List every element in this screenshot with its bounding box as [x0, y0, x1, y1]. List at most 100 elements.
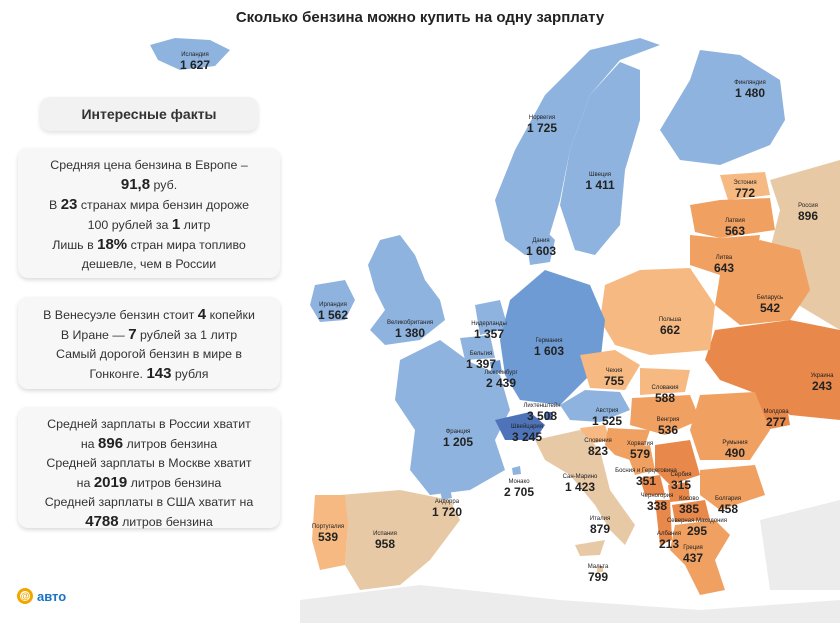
fact-line: на 2019 литров бензина — [76, 474, 222, 491]
country-poland — [600, 268, 715, 355]
country-value: 213 — [658, 537, 680, 551]
country-label-sweden: Швеция 1 411 — [585, 172, 614, 192]
country-bosnia — [625, 445, 655, 475]
country-name: Мальта — [587, 564, 609, 570]
fact-line: Средней зарплаты в США хватит на — [44, 495, 254, 509]
country-value: 1 480 — [734, 86, 766, 100]
country-label-albania: Албания 213 — [657, 531, 681, 551]
country-estonia — [720, 172, 770, 200]
country-name: Словения — [584, 438, 612, 444]
country-ukraine — [705, 320, 840, 420]
fact-line: Гонконге. 143 рубля — [89, 365, 209, 382]
country-label-estonia: Эстония 772 — [733, 180, 756, 200]
country-name: Беларусь — [756, 295, 784, 301]
country-name: Андорра — [434, 499, 460, 505]
country-name: Швейцария — [510, 424, 544, 430]
country-value: 799 — [587, 570, 609, 584]
country-name: Албания — [656, 531, 682, 537]
country-name: Польша — [658, 317, 682, 323]
country-name: Дания — [532, 238, 550, 244]
country-name: Венгрия — [656, 417, 680, 423]
country-label-russia: Россия 896 — [798, 203, 818, 223]
country-label-romania: Румыния 490 — [722, 440, 747, 460]
country-label-italy: Италия 879 — [590, 516, 610, 536]
fact-line: 91,8 руб. — [120, 176, 178, 193]
country-name: Люксембург — [484, 370, 518, 376]
country-value: 2 705 — [503, 485, 535, 499]
fact-line: на 896 литров бензина — [80, 435, 218, 452]
land-turkey — [760, 500, 840, 590]
country-latvia — [690, 198, 775, 238]
country-name: Финляндия — [734, 80, 766, 86]
country-name: Черногория — [640, 493, 674, 499]
country-value: 542 — [759, 301, 781, 315]
country-value: 772 — [734, 186, 756, 200]
country-value: 563 — [724, 224, 746, 238]
country-monaco — [512, 466, 521, 475]
country-belgium — [460, 335, 495, 360]
at-icon: @ — [17, 588, 33, 604]
country-northmacedonia — [672, 500, 710, 522]
country-romania — [690, 392, 770, 460]
fact-card-extremes: В Венесуэле бензин стоит 4 копейки В Ира… — [18, 297, 280, 389]
country-value: 823 — [587, 444, 609, 458]
country-label-serbia: Сербия 315 — [670, 472, 691, 492]
fact-card-salary: Средней зарплаты в России хватит на 896 … — [18, 407, 280, 530]
country-label-latvia: Латвия 563 — [725, 218, 745, 238]
country-value: 588 — [654, 391, 676, 405]
country-name: Босния и Герцеговина — [615, 468, 677, 474]
fact-line: В 23 странах мира бензин дороже — [48, 196, 250, 213]
country-label-czechia: Чехия 755 — [604, 368, 624, 388]
country-denmark — [525, 225, 555, 265]
country-value: 1 357 — [473, 327, 505, 341]
country-value: 3 245 — [511, 430, 543, 444]
country-name: Португалия — [311, 524, 345, 530]
country-name: Эстония — [733, 180, 757, 186]
fact-line: дешевле, чем в России — [81, 257, 217, 271]
country-label-hungary: Венгрия 536 — [657, 417, 680, 437]
country-value: 243 — [811, 379, 833, 393]
country-value: 437 — [682, 551, 704, 565]
country-name: Греция — [683, 545, 703, 551]
country-name: Хорватия — [626, 441, 654, 447]
country-greece — [670, 520, 730, 595]
country-value: 458 — [717, 502, 739, 516]
country-value: 1 423 — [564, 480, 596, 494]
fact-card-prices: Средняя цена бензина в Европе – 91,8 руб… — [18, 148, 280, 278]
country-name: Франция — [445, 429, 471, 435]
country-value: 958 — [374, 537, 396, 551]
fact-line: В Венесуэле бензин стоит 4 копейки — [43, 306, 255, 323]
country-spain — [340, 490, 460, 590]
country-finland — [660, 50, 785, 165]
fact-line: Средняя цена бензина в Европе – — [50, 158, 248, 172]
country-luxembourg — [490, 360, 502, 374]
country-value: 539 — [317, 530, 339, 544]
country-sweden — [560, 62, 640, 255]
country-label-iceland: Исландия 1 627 — [180, 52, 210, 72]
country-name: Исландия — [181, 52, 209, 58]
country-portugal — [312, 495, 348, 570]
country-label-greece: Греция 437 — [683, 545, 703, 565]
country-label-france: Франция 1 205 — [443, 429, 473, 449]
country-albania — [655, 500, 672, 545]
country-value: 1 603 — [525, 244, 557, 258]
country-value: 896 — [797, 209, 819, 223]
country-label-austria: Австрия 1 525 — [592, 408, 622, 428]
country-name: Сан-Марино — [562, 474, 598, 480]
facts-heading: Интересные факты — [40, 97, 258, 131]
country-name: Великобритания — [386, 320, 434, 326]
fact-line: Средней зарплаты в Москве хватит — [46, 456, 252, 470]
fact-line: 100 рублей за 1 литр — [87, 216, 211, 233]
country-czechia — [580, 350, 640, 390]
country-value: 1 562 — [317, 308, 349, 322]
fact-line: 4788 литров бензина — [85, 513, 213, 530]
country-label-switzerland: Швейцария 3 245 — [511, 424, 543, 444]
country-value: 1 725 — [526, 121, 558, 135]
land-africa — [300, 585, 840, 623]
country-label-croatia: Хорватия 579 — [627, 441, 653, 461]
country-name: Сербия — [670, 472, 692, 478]
country-name: Словакия — [651, 385, 679, 391]
country-value: 1 205 — [442, 435, 474, 449]
country-label-ireland: Ирландия 1 562 — [318, 302, 348, 322]
